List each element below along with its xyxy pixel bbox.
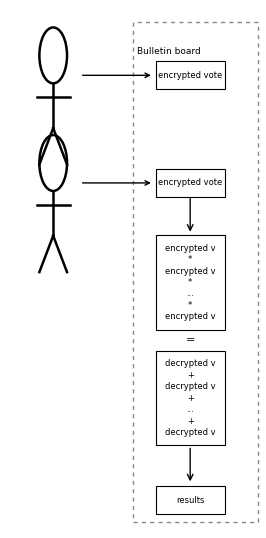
Text: Bulletin board: Bulletin board xyxy=(137,47,201,56)
Bar xyxy=(156,169,225,197)
Bar xyxy=(133,22,258,522)
Text: encrypted v
*
encrypted v
*
...
*
encrypted v: encrypted v * encrypted v * ... * encryp… xyxy=(165,244,215,321)
Text: =: = xyxy=(185,335,195,345)
Text: encrypted vote: encrypted vote xyxy=(158,71,222,80)
Text: decrypted v
+
decrypted v
+
...
+
decrypted v: decrypted v + decrypted v + ... + decryp… xyxy=(165,359,215,437)
Bar xyxy=(156,351,225,445)
Bar xyxy=(156,236,225,329)
Text: encrypted vote: encrypted vote xyxy=(158,179,222,187)
Text: results: results xyxy=(176,496,204,505)
Bar xyxy=(156,486,225,514)
Bar xyxy=(156,61,225,89)
